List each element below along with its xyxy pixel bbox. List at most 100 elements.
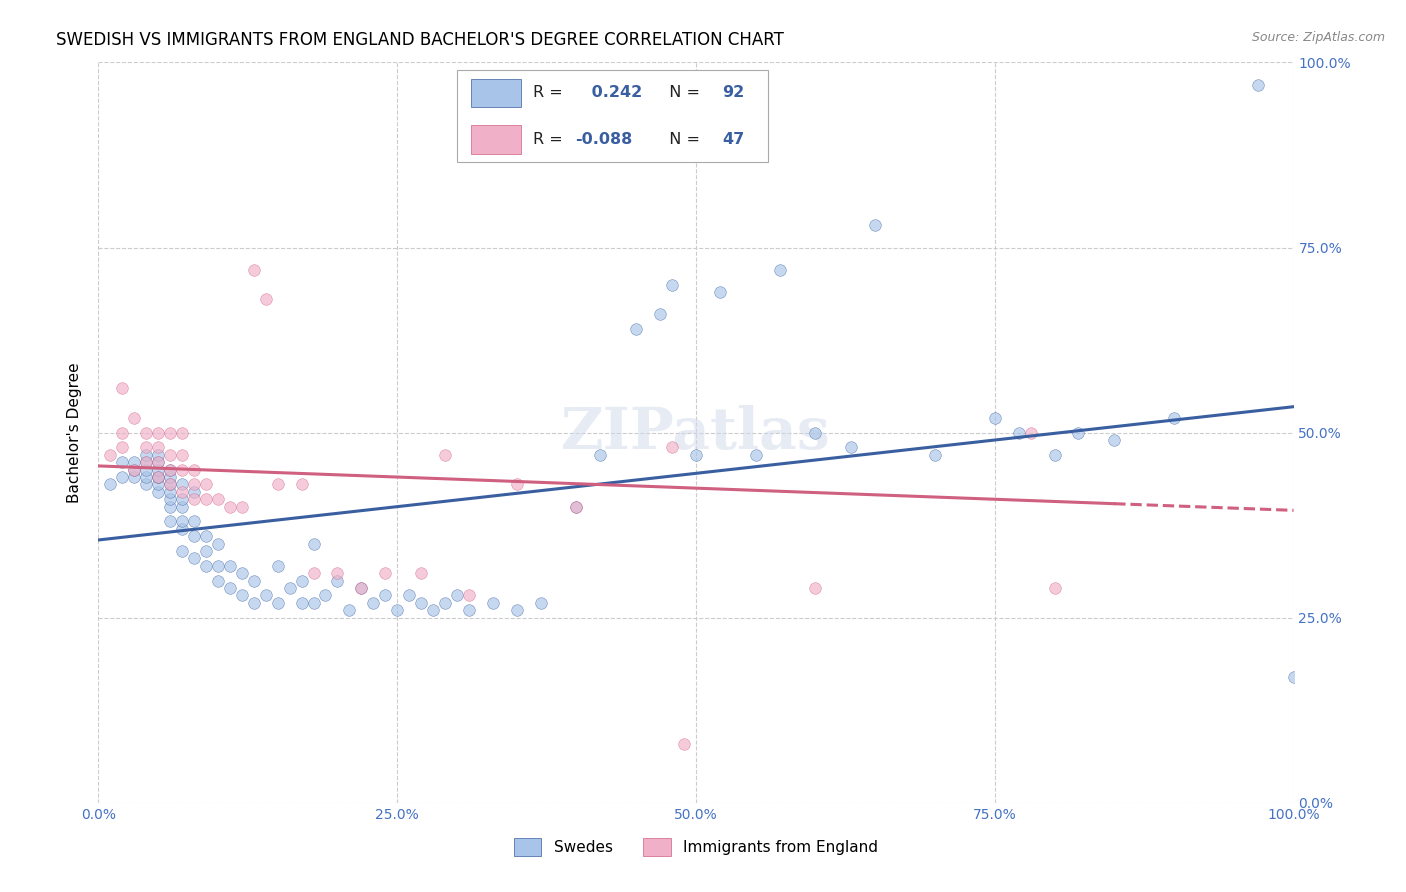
Point	[98, 448, 122, 462]
Point	[159, 462, 181, 476]
Point	[506, 477, 529, 491]
Point	[254, 589, 277, 603]
Point	[339, 603, 361, 617]
Point	[111, 470, 134, 484]
Point	[124, 462, 146, 476]
Point	[111, 425, 134, 440]
Text: 92: 92	[723, 86, 745, 100]
Point	[481, 596, 505, 610]
Point	[745, 448, 768, 462]
Text: SWEDISH VS IMMIGRANTS FROM ENGLAND BACHELOR'S DEGREE CORRELATION CHART: SWEDISH VS IMMIGRANTS FROM ENGLAND BACHE…	[56, 31, 785, 49]
Point	[984, 410, 1007, 425]
Point	[291, 477, 314, 491]
Point	[1247, 78, 1270, 92]
Point	[135, 448, 157, 462]
Point	[172, 462, 194, 476]
Point	[148, 448, 170, 462]
Point	[148, 441, 170, 455]
Legend: Swedes, Immigrants from England: Swedes, Immigrants from England	[508, 832, 884, 862]
Point	[398, 589, 420, 603]
Point	[135, 455, 157, 469]
Text: R =: R =	[533, 86, 568, 100]
Text: ZIPatlas: ZIPatlas	[561, 405, 831, 460]
Point	[148, 470, 170, 484]
Point	[709, 285, 731, 299]
Point	[326, 566, 349, 581]
Point	[159, 492, 181, 507]
Point	[135, 477, 157, 491]
Point	[434, 596, 457, 610]
Point	[183, 529, 205, 543]
Point	[172, 492, 194, 507]
Point	[350, 581, 373, 595]
Point	[350, 581, 373, 595]
Point	[148, 484, 170, 499]
Point	[148, 477, 170, 491]
Point	[159, 484, 181, 499]
Point	[172, 477, 194, 491]
Point	[506, 603, 529, 617]
Point	[267, 558, 290, 573]
Point	[661, 277, 683, 292]
Point	[243, 262, 266, 277]
Point	[804, 425, 827, 440]
Point	[159, 448, 181, 462]
Point	[159, 470, 181, 484]
Point	[458, 589, 481, 603]
Point	[768, 262, 790, 277]
Point	[302, 566, 325, 581]
Point	[434, 448, 457, 462]
Point	[172, 515, 194, 529]
Point	[1043, 448, 1066, 462]
Point	[254, 293, 277, 307]
Point	[159, 462, 181, 476]
Point	[1067, 425, 1090, 440]
Point	[565, 500, 588, 514]
Point	[1282, 670, 1305, 684]
Point	[183, 492, 205, 507]
Point	[565, 500, 588, 514]
FancyBboxPatch shape	[471, 78, 522, 107]
Point	[207, 558, 229, 573]
Point	[111, 441, 134, 455]
Point	[195, 558, 218, 573]
Point	[195, 492, 218, 507]
Point	[195, 529, 218, 543]
Text: Source: ZipAtlas.com: Source: ZipAtlas.com	[1251, 31, 1385, 45]
Point	[207, 574, 229, 588]
Point	[135, 462, 157, 476]
Point	[673, 737, 696, 751]
Point	[326, 574, 349, 588]
Point	[124, 455, 146, 469]
Point	[865, 219, 887, 233]
Point	[98, 477, 122, 491]
Text: 0.242: 0.242	[586, 86, 643, 100]
FancyBboxPatch shape	[471, 126, 522, 153]
Point	[111, 455, 134, 469]
Text: N =: N =	[659, 86, 704, 100]
Point	[124, 470, 146, 484]
Point	[207, 492, 229, 507]
Point	[411, 596, 433, 610]
Point	[924, 448, 946, 462]
Text: 47: 47	[723, 132, 745, 147]
Point	[111, 381, 134, 395]
Point	[231, 589, 253, 603]
Point	[183, 551, 205, 566]
Point	[841, 441, 863, 455]
Point	[172, 484, 194, 499]
Point	[219, 581, 242, 595]
Point	[159, 500, 181, 514]
Text: -0.088: -0.088	[575, 132, 633, 147]
Point	[159, 477, 181, 491]
Point	[267, 477, 290, 491]
Point	[172, 448, 194, 462]
Point	[135, 425, 157, 440]
Point	[148, 462, 170, 476]
Point	[685, 448, 707, 462]
Point	[135, 470, 157, 484]
Point	[626, 322, 648, 336]
Point	[804, 581, 827, 595]
Point	[148, 455, 170, 469]
Point	[291, 574, 314, 588]
